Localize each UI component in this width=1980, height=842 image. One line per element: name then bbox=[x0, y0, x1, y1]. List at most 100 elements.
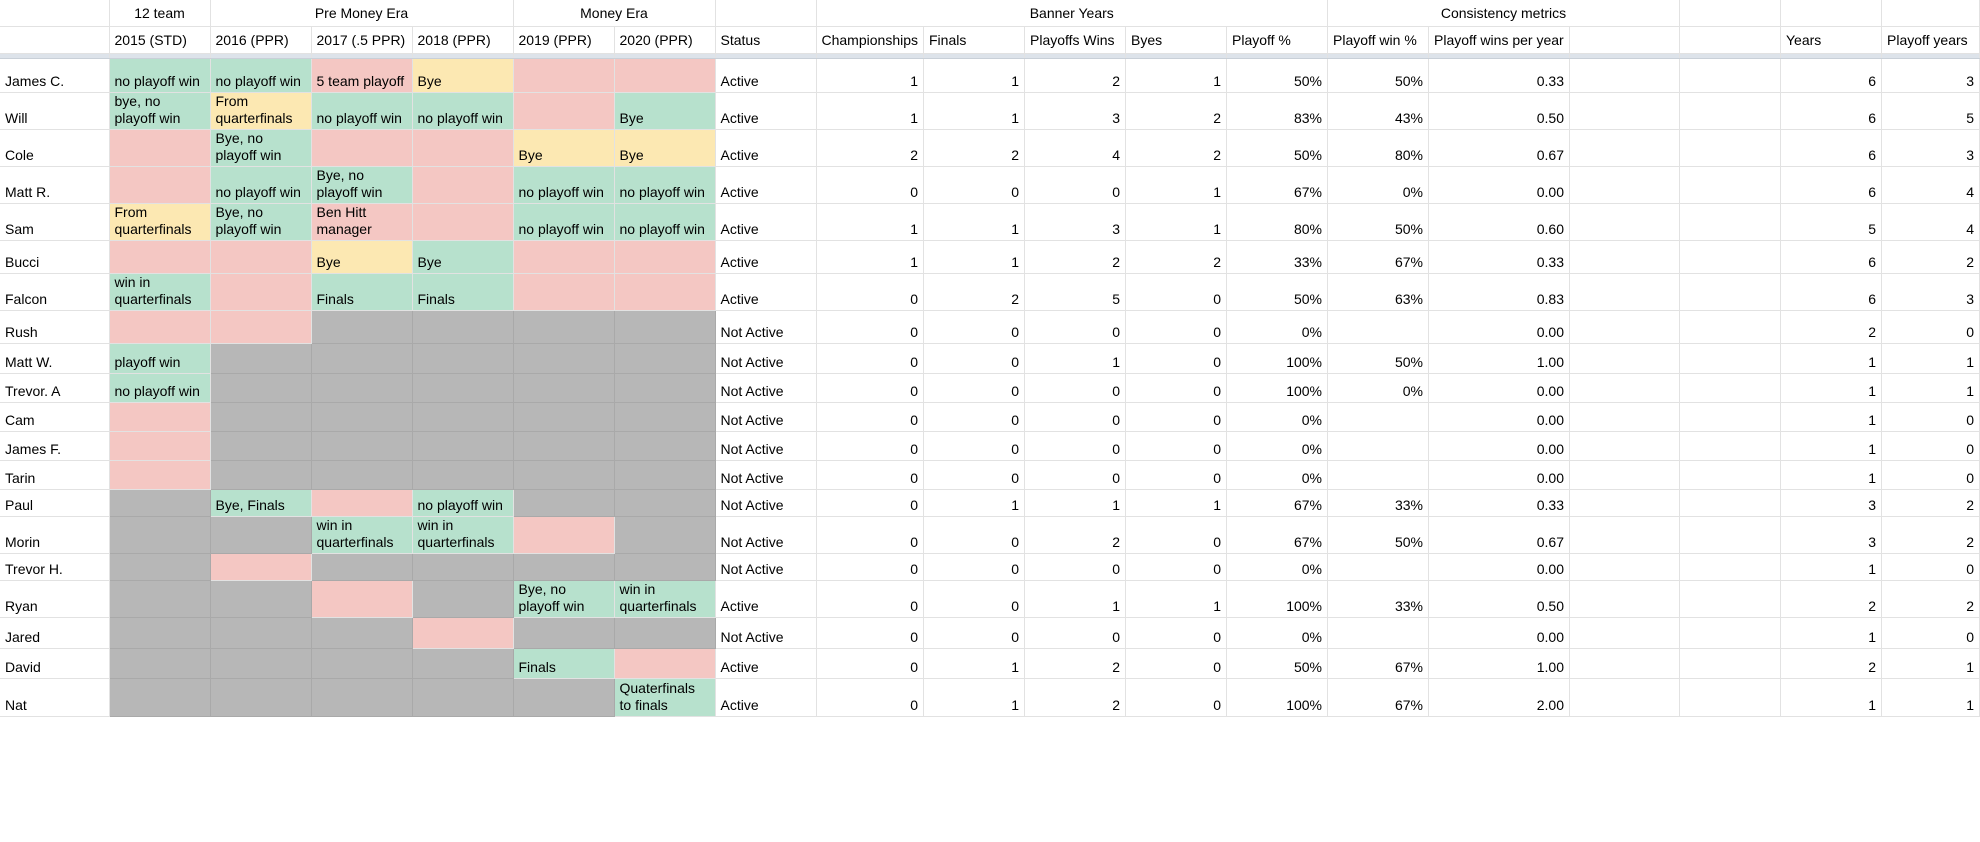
season-cell[interactable]: From quarterfinals bbox=[210, 92, 312, 130]
playoff-pct-cell[interactable]: 67% bbox=[1226, 166, 1328, 204]
season-cell[interactable] bbox=[210, 617, 312, 649]
playoff-win-pct-cell[interactable] bbox=[1327, 553, 1429, 581]
empty-cell[interactable] bbox=[1679, 58, 1781, 93]
season-cell[interactable]: no playoff win bbox=[412, 92, 514, 130]
season-cell[interactable]: no playoff win bbox=[513, 203, 615, 241]
season-cell[interactable] bbox=[311, 343, 413, 374]
header-championships[interactable]: Championships bbox=[816, 26, 924, 54]
empty-cell[interactable] bbox=[1679, 273, 1781, 311]
byes-cell[interactable]: 0 bbox=[1125, 678, 1227, 717]
header-cell[interactable] bbox=[1881, 0, 1980, 27]
wins-per-year-cell[interactable]: 0.00 bbox=[1428, 373, 1570, 403]
season-cell[interactable] bbox=[210, 460, 312, 490]
header-cell[interactable] bbox=[1780, 0, 1882, 27]
player-name-cell[interactable]: Morin bbox=[0, 516, 110, 554]
empty-cell[interactable] bbox=[1569, 240, 1680, 274]
playoff-win-pct-cell[interactable] bbox=[1327, 310, 1429, 344]
finals-cell[interactable]: 2 bbox=[923, 129, 1025, 167]
wins-per-year-cell[interactable]: 0.00 bbox=[1428, 310, 1570, 344]
playoff-wins-cell[interactable]: 0 bbox=[1024, 460, 1126, 490]
status-cell[interactable]: Active bbox=[715, 58, 817, 93]
empty-cell[interactable] bbox=[1569, 273, 1680, 311]
playoff-win-pct-cell[interactable]: 50% bbox=[1327, 203, 1429, 241]
season-cell[interactable]: no playoff win bbox=[614, 166, 716, 204]
header-2016[interactable]: 2016 (PPR) bbox=[210, 26, 312, 54]
empty-cell[interactable] bbox=[1679, 516, 1781, 554]
playoff-years-cell[interactable]: 2 bbox=[1881, 580, 1980, 618]
season-cell[interactable]: Finals bbox=[412, 273, 514, 311]
playoff-years-cell[interactable]: 1 bbox=[1881, 678, 1980, 717]
season-cell[interactable] bbox=[210, 678, 312, 717]
empty-cell[interactable] bbox=[1679, 553, 1781, 581]
season-cell[interactable] bbox=[311, 617, 413, 649]
status-cell[interactable]: Not Active bbox=[715, 310, 817, 344]
season-cell[interactable]: no playoff win bbox=[412, 489, 514, 517]
empty-cell[interactable] bbox=[1569, 402, 1680, 432]
empty-cell[interactable] bbox=[1679, 460, 1781, 490]
playoff-years-cell[interactable]: 3 bbox=[1881, 273, 1980, 311]
playoff-win-pct-cell[interactable]: 67% bbox=[1327, 648, 1429, 679]
season-cell[interactable] bbox=[109, 431, 211, 461]
season-cell[interactable] bbox=[210, 553, 312, 581]
season-cell[interactable]: Bye bbox=[614, 92, 716, 130]
status-cell[interactable]: Not Active bbox=[715, 373, 817, 403]
season-cell[interactable]: Bye bbox=[412, 58, 514, 93]
years-cell[interactable]: 2 bbox=[1780, 648, 1882, 679]
playoff-wins-cell[interactable]: 0 bbox=[1024, 431, 1126, 461]
header-status[interactable]: Status bbox=[715, 26, 817, 54]
season-cell[interactable] bbox=[614, 617, 716, 649]
playoff-pct-cell[interactable]: 33% bbox=[1226, 240, 1328, 274]
season-cell[interactable] bbox=[311, 431, 413, 461]
season-cell[interactable] bbox=[412, 402, 514, 432]
season-cell[interactable]: From quarterfinals bbox=[109, 203, 211, 241]
empty-cell[interactable] bbox=[1569, 129, 1680, 167]
playoff-wins-cell[interactable]: 0 bbox=[1024, 373, 1126, 403]
playoff-win-pct-cell[interactable]: 80% bbox=[1327, 129, 1429, 167]
season-cell[interactable] bbox=[614, 310, 716, 344]
playoff-pct-cell[interactable]: 50% bbox=[1226, 273, 1328, 311]
empty-cell[interactable] bbox=[1569, 580, 1680, 618]
finals-cell[interactable]: 1 bbox=[923, 648, 1025, 679]
finals-cell[interactable]: 0 bbox=[923, 343, 1025, 374]
season-cell[interactable] bbox=[210, 580, 312, 618]
empty-cell[interactable] bbox=[1569, 373, 1680, 403]
season-cell[interactable]: Finals bbox=[311, 273, 413, 311]
playoff-wins-cell[interactable]: 1 bbox=[1024, 489, 1126, 517]
season-cell[interactable] bbox=[311, 460, 413, 490]
season-cell[interactable] bbox=[614, 460, 716, 490]
season-cell[interactable] bbox=[513, 310, 615, 344]
playoff-wins-cell[interactable]: 0 bbox=[1024, 402, 1126, 432]
years-cell[interactable]: 6 bbox=[1780, 166, 1882, 204]
season-cell[interactable] bbox=[513, 553, 615, 581]
season-cell[interactable]: Bye bbox=[311, 240, 413, 274]
status-cell[interactable]: Active bbox=[715, 166, 817, 204]
season-cell[interactable] bbox=[614, 516, 716, 554]
playoff-pct-cell[interactable]: 0% bbox=[1226, 431, 1328, 461]
empty-cell[interactable] bbox=[1569, 553, 1680, 581]
byes-cell[interactable]: 2 bbox=[1125, 92, 1227, 130]
season-cell[interactable] bbox=[513, 92, 615, 130]
playoff-pct-cell[interactable]: 80% bbox=[1226, 203, 1328, 241]
season-cell[interactable] bbox=[513, 373, 615, 403]
empty-cell[interactable] bbox=[1679, 92, 1781, 130]
finals-cell[interactable]: 0 bbox=[923, 617, 1025, 649]
empty-cell[interactable] bbox=[1569, 343, 1680, 374]
season-cell[interactable] bbox=[210, 373, 312, 403]
player-name-cell[interactable]: Cole bbox=[0, 129, 110, 167]
empty-cell[interactable] bbox=[1679, 240, 1781, 274]
season-cell[interactable] bbox=[614, 431, 716, 461]
season-cell[interactable] bbox=[311, 580, 413, 618]
empty-cell[interactable] bbox=[1569, 310, 1680, 344]
wins-per-year-cell[interactable]: 0.00 bbox=[1428, 402, 1570, 432]
season-cell[interactable]: win in quarterfinals bbox=[109, 273, 211, 311]
wins-per-year-cell[interactable]: 0.00 bbox=[1428, 617, 1570, 649]
years-cell[interactable]: 2 bbox=[1780, 310, 1882, 344]
playoff-years-cell[interactable]: 1 bbox=[1881, 373, 1980, 403]
playoff-wins-cell[interactable]: 2 bbox=[1024, 58, 1126, 93]
empty-cell[interactable] bbox=[1679, 648, 1781, 679]
season-cell[interactable] bbox=[311, 553, 413, 581]
season-cell[interactable]: no playoff win bbox=[614, 203, 716, 241]
player-name-cell[interactable]: Bucci bbox=[0, 240, 110, 274]
championships-cell[interactable]: 0 bbox=[816, 373, 924, 403]
finals-cell[interactable]: 1 bbox=[923, 240, 1025, 274]
